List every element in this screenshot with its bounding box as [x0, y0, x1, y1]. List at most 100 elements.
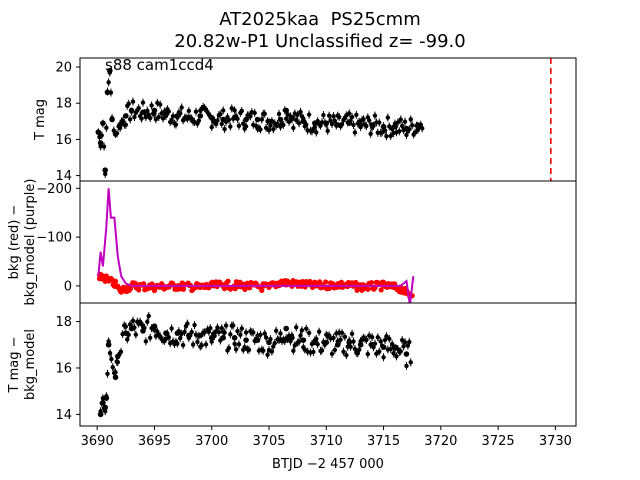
- data-point: [186, 114, 192, 121]
- bkg-point: [180, 286, 186, 292]
- data-point: [392, 344, 398, 350]
- data-point: [170, 113, 176, 119]
- data-point: [398, 117, 403, 122]
- y-tick-label: 18: [55, 97, 72, 112]
- data-point: [412, 130, 418, 135]
- data-point: [269, 349, 275, 354]
- bkg-point: [136, 287, 142, 293]
- data-point: [364, 123, 369, 129]
- chart-title-line1: AT2025kaa PS25cmm: [219, 9, 421, 30]
- y-axis-label: T mag: [33, 99, 48, 141]
- data-point: [238, 332, 243, 337]
- data-point: [304, 326, 309, 331]
- data-point: [228, 332, 233, 337]
- bkg-point: [100, 273, 106, 279]
- data-point: [375, 335, 381, 340]
- data-point: [273, 328, 279, 333]
- data-point: [166, 335, 171, 340]
- bkg-point: [378, 287, 384, 293]
- data-point: [306, 112, 312, 117]
- data-point: [208, 335, 215, 341]
- data-point: [231, 323, 236, 328]
- data-point: [266, 339, 272, 346]
- data-point: [216, 329, 222, 335]
- y-tick-label: −200: [36, 182, 72, 197]
- data-point: [107, 350, 113, 356]
- data-point: [190, 342, 196, 347]
- data-point: [104, 125, 109, 131]
- panel-frame: [79, 302, 577, 427]
- data-point: [243, 124, 249, 129]
- data-point: [169, 326, 174, 331]
- data-point: [231, 335, 238, 341]
- data-point: [311, 349, 316, 355]
- data-point: [336, 114, 342, 120]
- data-point: [334, 122, 341, 128]
- x-tick-label: 3690: [81, 434, 114, 449]
- data-point: [128, 325, 135, 332]
- x-tick-label: 3710: [310, 434, 343, 449]
- data-point: [149, 103, 154, 108]
- data-point: [316, 329, 322, 334]
- data-point: [262, 111, 267, 117]
- data-point: [276, 111, 282, 117]
- data-point: [251, 330, 256, 335]
- data-point: [408, 360, 413, 365]
- data-point: [102, 167, 109, 173]
- panel-top: 14 16 18 20 T mag: [33, 57, 577, 184]
- y-tick-label: −100: [36, 231, 72, 246]
- data-point: [228, 124, 233, 129]
- bkg-point: [277, 279, 284, 285]
- data-point: [220, 116, 226, 123]
- data-point: [173, 122, 179, 127]
- data-point: [395, 120, 401, 125]
- data-point: [319, 348, 325, 353]
- data-point: [254, 116, 261, 123]
- data-point: [199, 343, 204, 348]
- data-point: [231, 114, 238, 121]
- data-point: [140, 328, 146, 334]
- bkg-point: [365, 286, 371, 292]
- data-point: [339, 330, 345, 336]
- data-point: [296, 339, 302, 344]
- bkg-point: [289, 280, 295, 287]
- data-point: [286, 119, 292, 125]
- data-point: [243, 330, 249, 335]
- data-point: [105, 341, 112, 348]
- data-point: [377, 120, 382, 125]
- data-point: [369, 122, 375, 128]
- data-point: [392, 123, 398, 130]
- data-point: [346, 111, 352, 116]
- x-tick-label: 3705: [252, 434, 285, 449]
- data-point: [261, 348, 266, 353]
- data-point: [186, 332, 192, 339]
- data-point: [294, 325, 299, 330]
- data-point: [110, 364, 115, 370]
- data-point: [103, 395, 110, 401]
- data-point: [420, 126, 425, 131]
- data-point: [295, 112, 300, 117]
- bkg-point: [123, 285, 129, 291]
- data-point: [278, 331, 283, 336]
- bkg-point: [117, 288, 123, 294]
- data-point: [106, 80, 111, 85]
- bkg-point: [323, 279, 329, 285]
- bkg-point: [225, 278, 231, 284]
- data-point: [291, 125, 296, 131]
- data-point: [277, 116, 284, 123]
- data-point: [348, 344, 353, 350]
- data-point: [140, 100, 146, 105]
- data-point: [226, 345, 232, 351]
- data-point: [387, 336, 392, 342]
- data-point: [367, 118, 372, 123]
- data-point: [300, 118, 307, 125]
- data-point: [369, 334, 375, 340]
- data-point: [325, 128, 330, 134]
- data-point: [220, 108, 226, 113]
- data-point: [357, 122, 364, 128]
- data-point: [342, 334, 348, 340]
- data-point: [338, 337, 343, 342]
- panel-bottom: 14 16 18 T mag −bkg_model 3690 3695 3700 3705 37…: [7, 302, 577, 449]
- data-point: [312, 120, 318, 126]
